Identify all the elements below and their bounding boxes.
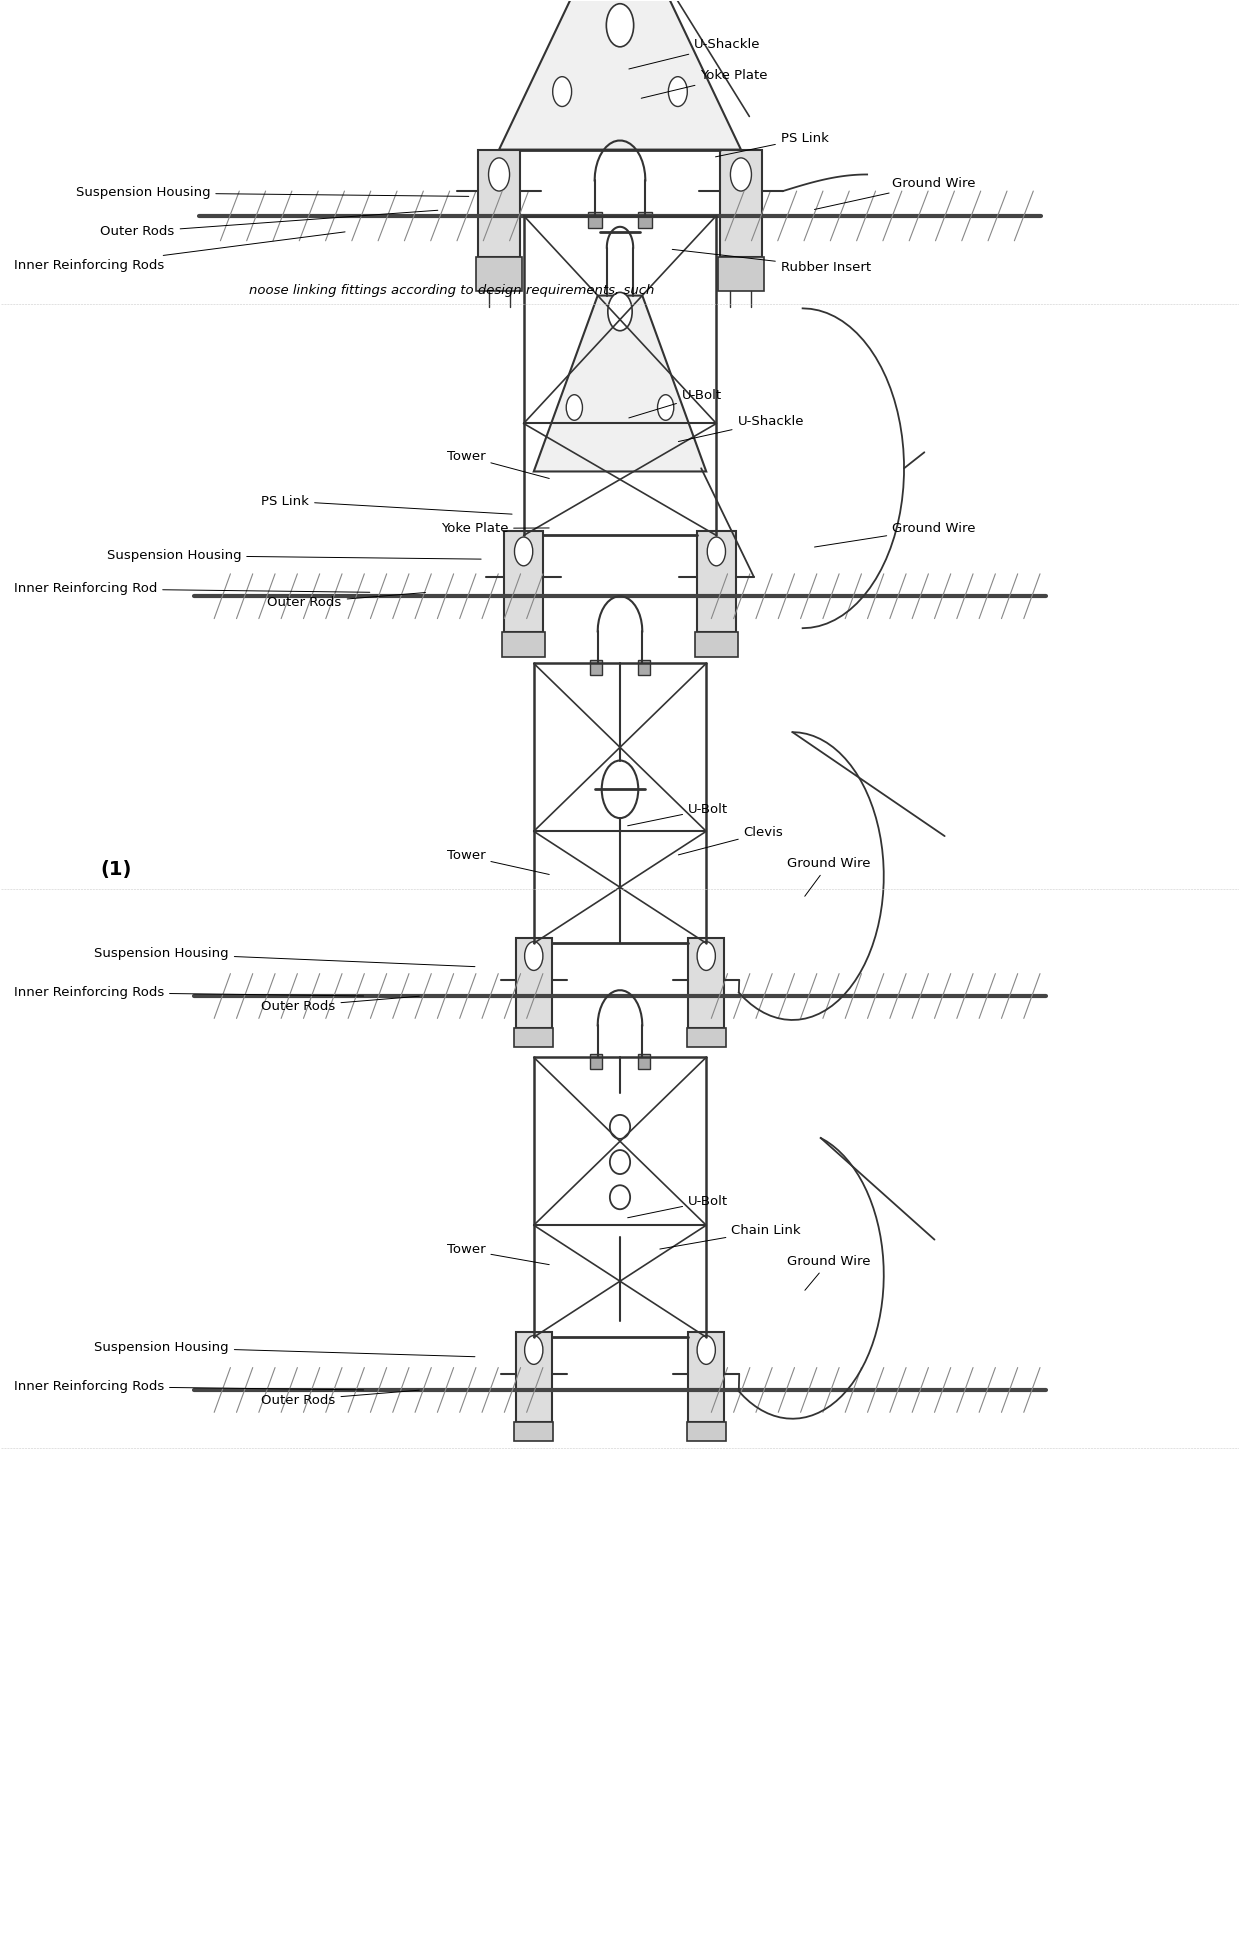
Bar: [639, 1055, 651, 1068]
Circle shape: [697, 941, 715, 971]
Text: Ground Wire: Ground Wire: [787, 1256, 870, 1291]
Circle shape: [515, 537, 533, 566]
Text: Yoke Plate: Yoke Plate: [641, 70, 768, 98]
Polygon shape: [498, 0, 742, 150]
Bar: [505, 531, 543, 633]
Text: Suspension Housing: Suspension Housing: [76, 186, 469, 199]
Text: Yoke Plate: Yoke Plate: [440, 521, 549, 535]
Bar: [688, 939, 724, 1027]
Bar: [687, 1027, 725, 1047]
Text: Outer Rods: Outer Rods: [262, 996, 419, 1014]
Text: Outer Rods: Outer Rods: [268, 592, 425, 609]
Bar: [502, 633, 544, 658]
Bar: [516, 939, 552, 1027]
Text: PS Link: PS Link: [262, 494, 512, 514]
Text: Tower: Tower: [446, 449, 549, 478]
Circle shape: [606, 4, 634, 47]
Text: U-Bolt: U-Bolt: [627, 803, 728, 826]
Circle shape: [697, 1336, 715, 1365]
Bar: [515, 1027, 553, 1047]
Bar: [720, 150, 761, 258]
Text: U-Bolt: U-Bolt: [627, 1195, 728, 1219]
Text: Inner Reinforcing Rods: Inner Reinforcing Rods: [14, 986, 363, 1000]
Circle shape: [567, 395, 583, 420]
Bar: [639, 213, 652, 229]
Text: Rubber Insert: Rubber Insert: [672, 250, 870, 273]
Text: (1): (1): [100, 859, 131, 879]
Circle shape: [707, 537, 725, 566]
Text: Suspension Housing: Suspension Housing: [107, 549, 481, 562]
Text: Outer Rods: Outer Rods: [100, 211, 438, 238]
Circle shape: [608, 293, 632, 330]
Circle shape: [489, 158, 510, 191]
Text: Chain Link: Chain Link: [660, 1225, 801, 1250]
Bar: [515, 1422, 553, 1441]
Text: Tower: Tower: [446, 1244, 549, 1266]
Text: Clevis: Clevis: [678, 826, 784, 855]
Text: Suspension Housing: Suspension Housing: [94, 947, 475, 967]
Text: Inner Reinforcing Rod: Inner Reinforcing Rod: [14, 582, 370, 596]
Text: PS Link: PS Link: [715, 131, 828, 156]
Circle shape: [668, 76, 687, 107]
Text: Ground Wire: Ground Wire: [787, 857, 870, 896]
Text: U-Bolt: U-Bolt: [629, 389, 722, 418]
Bar: [688, 1332, 724, 1422]
Bar: [588, 213, 601, 229]
Text: Tower: Tower: [446, 850, 549, 875]
Bar: [718, 258, 764, 291]
Text: Inner Reinforcing Rods: Inner Reinforcing Rods: [14, 232, 345, 271]
Bar: [697, 531, 735, 633]
Polygon shape: [533, 295, 707, 471]
Text: Inner Reinforcing Rods: Inner Reinforcing Rods: [14, 1381, 363, 1392]
Bar: [589, 660, 601, 674]
Circle shape: [730, 158, 751, 191]
Circle shape: [525, 1336, 543, 1365]
Bar: [516, 1332, 552, 1422]
Text: U-Shackle: U-Shackle: [678, 414, 804, 441]
Circle shape: [657, 395, 673, 420]
Text: Ground Wire: Ground Wire: [815, 521, 976, 547]
Text: noose linking fittings according to design requirements, such: noose linking fittings according to desi…: [249, 283, 655, 297]
Text: Suspension Housing: Suspension Housing: [94, 1342, 475, 1357]
Bar: [589, 1055, 601, 1068]
Text: U-Shackle: U-Shackle: [629, 39, 760, 68]
Text: Outer Rods: Outer Rods: [262, 1391, 419, 1406]
Bar: [479, 150, 520, 258]
Bar: [687, 1422, 725, 1441]
Bar: [639, 660, 651, 674]
Bar: [696, 633, 738, 658]
Circle shape: [525, 941, 543, 971]
Bar: [476, 258, 522, 291]
Text: Ground Wire: Ground Wire: [815, 176, 976, 209]
Circle shape: [553, 76, 572, 107]
